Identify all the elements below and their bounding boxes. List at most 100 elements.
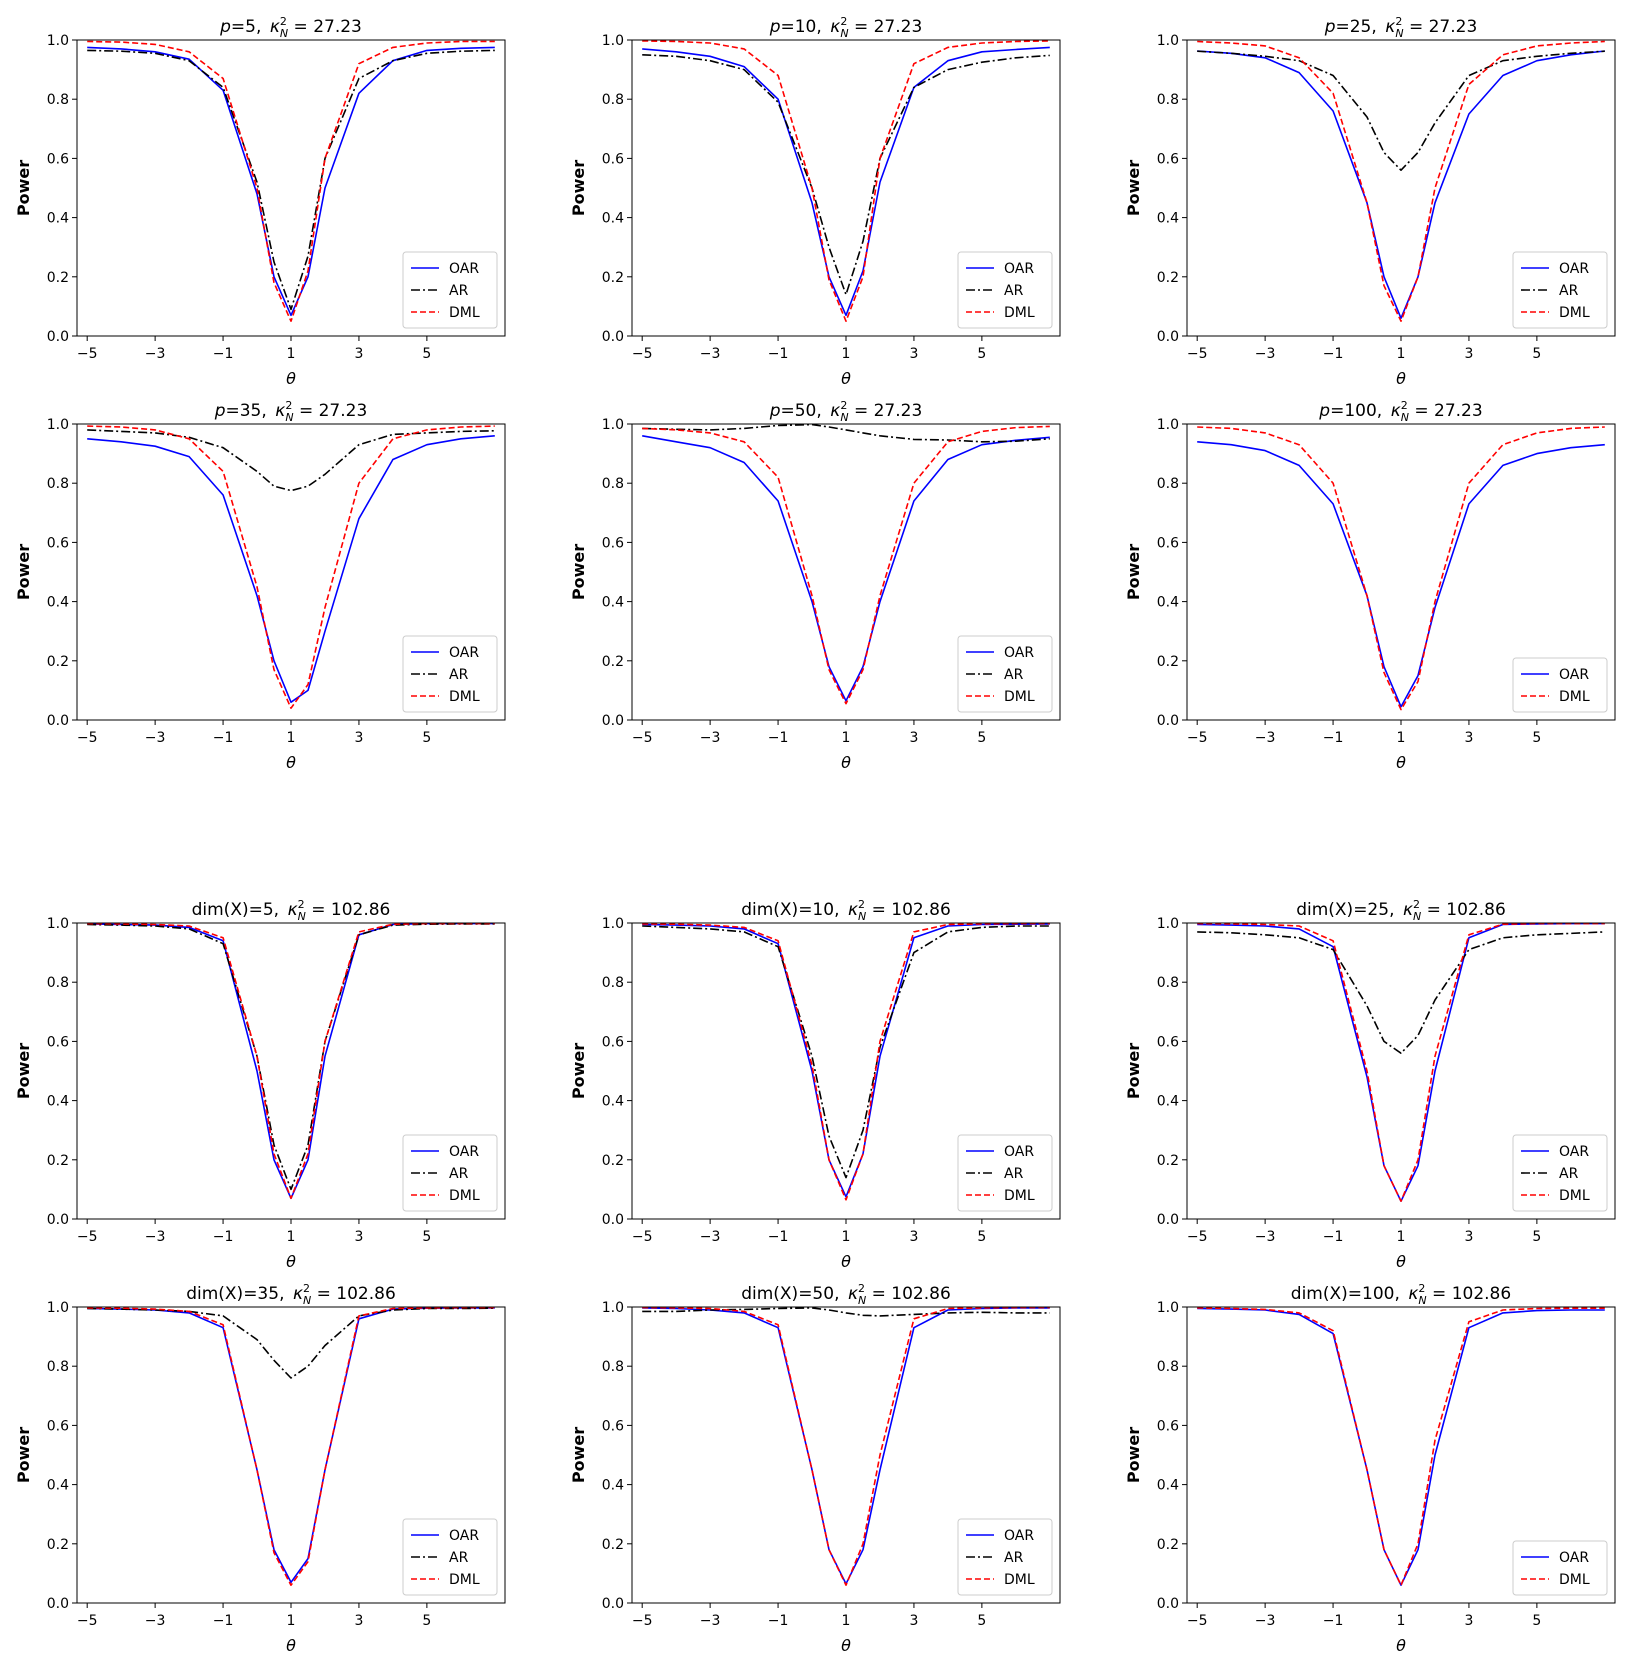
legend: OAR AR DML	[402, 1518, 498, 1596]
x-axis-label: θ	[841, 369, 851, 388]
y-tick-label: 0.8	[1157, 1359, 1179, 1375]
y-tick-label: 0.0	[602, 329, 624, 345]
legend: OAR AR DML	[1512, 251, 1608, 329]
y-tick-label: 0.6	[47, 151, 69, 167]
series-line-ar	[1197, 931, 1605, 1054]
y-tick-label: 0.8	[602, 476, 624, 492]
x-tick-label: −1	[1323, 1613, 1344, 1629]
y-tick-label: 0.2	[602, 654, 624, 670]
y-tick-label: 1.0	[47, 1300, 69, 1316]
legend: OAR AR DML	[957, 1134, 1053, 1212]
y-tick-label: 0.0	[602, 1596, 624, 1612]
series-layer	[642, 40, 1050, 323]
legend-label-dml: DML	[1004, 689, 1035, 705]
y-tick-label: 0.4	[602, 211, 624, 227]
legend-label-oar: OAR	[1559, 1550, 1589, 1566]
chart-title: p=100, κ2 N = 27.23	[1318, 399, 1482, 424]
x-axis-label: θ	[286, 1636, 296, 1655]
y-tick-label: 0.8	[47, 975, 69, 991]
chart-title: dim(X)=35, κ2 N = 102.86	[186, 1282, 396, 1307]
y-tick-label: 0.8	[1157, 476, 1179, 492]
x-tick-label: 3	[1464, 346, 1473, 362]
x-tick-label: −5	[1187, 1229, 1208, 1245]
x-tick-label: 1	[1397, 1229, 1406, 1245]
series-line-ar	[642, 54, 1050, 296]
series-line-oar	[642, 923, 1050, 1198]
y-tick-label: 0.6	[602, 1034, 624, 1050]
y-axis-label: Power	[1124, 1427, 1143, 1483]
legend: OAR AR DML	[957, 635, 1053, 713]
x-tick-label: 1	[842, 346, 851, 362]
y-axis-label: Power	[569, 1043, 588, 1099]
series-line-oar	[87, 46, 495, 317]
y-axis-label: Power	[569, 160, 588, 216]
y-tick-label: 0.8	[602, 975, 624, 991]
legend-label-dml: DML	[449, 1572, 480, 1588]
legend-label-ar: AR	[449, 283, 469, 299]
y-tick-label: 1.0	[47, 33, 69, 49]
x-axis-label: θ	[841, 1252, 851, 1271]
x-axis-label: θ	[286, 1252, 296, 1271]
y-tick-label: 1.0	[602, 33, 624, 49]
x-tick-label: 1	[1397, 730, 1406, 746]
y-tick-label: 0.8	[1157, 975, 1179, 991]
y-tick-label: 0.4	[602, 1478, 624, 1494]
legend-box	[402, 1518, 498, 1596]
x-tick-label: −1	[213, 1229, 234, 1245]
series-line-dml	[87, 923, 495, 1200]
y-tick-label: 1.0	[602, 1300, 624, 1316]
x-tick-label: 3	[354, 730, 363, 746]
y-tick-label: 0.2	[602, 1537, 624, 1553]
x-tick-label: −1	[213, 346, 234, 362]
y-tick-label: 0.0	[47, 1596, 69, 1612]
y-tick-label: 0.6	[602, 1418, 624, 1434]
x-tick-label: 5	[422, 730, 431, 746]
series-layer	[1197, 923, 1605, 1202]
legend-label-dml: DML	[449, 1188, 480, 1204]
series-layer	[1197, 426, 1605, 711]
y-tick-label: 0.0	[1157, 1596, 1179, 1612]
y-tick-label: 0.6	[47, 1034, 69, 1050]
legend-label-ar: AR	[1004, 667, 1024, 683]
y-axis-label: Power	[1124, 544, 1143, 600]
series-line-ar	[87, 1307, 495, 1379]
y-tick-label: 0.8	[47, 1359, 69, 1375]
x-tick-label: 5	[977, 346, 986, 362]
chart-panel-3: 0.0 0.2 0.4 0.6 0.8 1.0 −5 −3 −1 1 3 5 θ Power p=25, κ…	[1124, 15, 1616, 388]
series-layer	[1197, 40, 1605, 323]
series-layer	[87, 425, 495, 710]
x-tick-label: −5	[1187, 346, 1208, 362]
y-tick-label: 0.2	[47, 1537, 69, 1553]
x-tick-label: −1	[768, 346, 789, 362]
y-tick-label: 0.6	[47, 535, 69, 551]
y-axis-label: Power	[14, 1427, 33, 1483]
x-tick-label: −3	[1255, 1229, 1276, 1245]
y-tick-label: 0.0	[602, 713, 624, 729]
series-layer	[87, 1307, 495, 1586]
x-tick-label: 1	[287, 1229, 296, 1245]
series-line-ar	[1197, 50, 1605, 171]
x-axis-label: θ	[1396, 753, 1406, 772]
x-axis-label: θ	[1396, 1252, 1406, 1271]
series-layer	[642, 1307, 1050, 1586]
chart-panel-4: 0.0 0.2 0.4 0.6 0.8 1.0 −5 −3 −1 1 3 5 θ Power p=35, κ…	[14, 399, 506, 772]
x-tick-label: 1	[842, 1229, 851, 1245]
x-axis-label: θ	[286, 753, 296, 772]
x-tick-label: 3	[1464, 1613, 1473, 1629]
legend: OAR AR DML	[402, 635, 498, 713]
y-tick-label: 0.4	[1157, 595, 1179, 611]
y-tick-label: 0.6	[602, 151, 624, 167]
legend-box	[402, 251, 498, 329]
series-line-dml	[1197, 40, 1605, 323]
legend-label-ar: AR	[449, 1550, 469, 1566]
x-tick-label: −1	[213, 730, 234, 746]
x-tick-label: −5	[632, 346, 653, 362]
legend-label-ar: AR	[1004, 1166, 1024, 1182]
legend-box	[1512, 1134, 1608, 1212]
legend-label-dml: DML	[1559, 1188, 1590, 1204]
y-tick-label: 0.8	[47, 92, 69, 108]
series-line-dml	[642, 923, 1050, 1201]
chart-title: dim(X)=5, κ2 N = 102.86	[192, 898, 391, 923]
x-tick-label: 5	[1532, 1613, 1541, 1629]
x-tick-label: 1	[287, 346, 296, 362]
